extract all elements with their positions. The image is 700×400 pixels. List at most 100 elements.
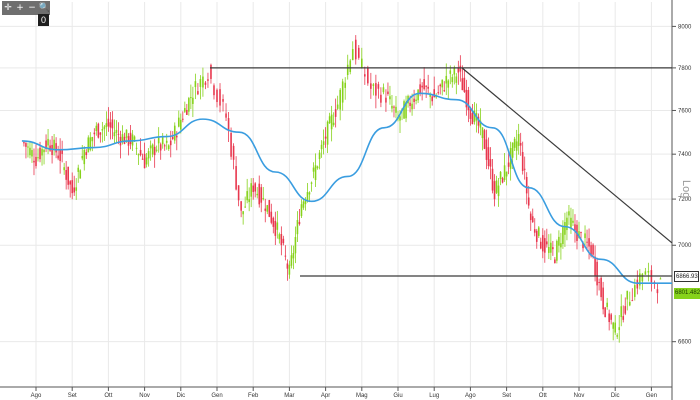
candle-body <box>29 147 31 156</box>
candle-body <box>574 224 576 231</box>
candle-body <box>533 229 536 233</box>
candle-body <box>262 197 265 200</box>
candle-body <box>525 176 528 194</box>
candle-body <box>53 139 55 149</box>
candle-body <box>232 145 235 160</box>
candle-body <box>513 138 516 148</box>
candle-body <box>254 183 257 192</box>
candle-body <box>41 148 43 156</box>
candle-body <box>33 160 35 163</box>
x-tick-label: Apr <box>321 393 330 399</box>
x-tick-label: Set <box>502 393 511 399</box>
candle-body <box>477 116 480 126</box>
candle-body <box>274 220 277 236</box>
candle-body <box>105 123 108 128</box>
candle-body <box>499 171 502 180</box>
candle-body <box>341 81 344 103</box>
candle-body <box>580 232 582 234</box>
x-tick-label: Ott <box>539 393 547 399</box>
candle-body <box>439 84 442 87</box>
candle-body <box>145 157 148 165</box>
zoom-in-icon[interactable]: + <box>16 3 24 13</box>
candle-body <box>614 322 616 333</box>
candle-body <box>186 109 188 115</box>
candle-body <box>87 137 90 153</box>
candle-body <box>316 166 319 169</box>
candle-body <box>107 118 110 127</box>
candle-body <box>304 200 307 205</box>
candle-body <box>219 89 221 106</box>
candle-body <box>429 93 431 97</box>
candle-body <box>324 136 327 139</box>
x-tick-label: Nov <box>574 393 585 399</box>
y-axis-label: Log <box>680 180 692 198</box>
candle-body <box>284 255 287 257</box>
search-icon[interactable]: 🔍 <box>38 3 50 13</box>
candle-body <box>133 136 136 140</box>
candle-body <box>517 134 520 146</box>
candle-body <box>47 138 49 146</box>
candle-body <box>503 165 506 180</box>
candle-body <box>314 165 317 181</box>
zoom-out-icon[interactable]: − <box>28 3 36 13</box>
candle-body <box>272 217 275 227</box>
candle-body <box>266 205 269 212</box>
candle-body <box>564 222 566 235</box>
candle-body <box>173 125 176 141</box>
candle-body <box>618 327 621 331</box>
candle-body <box>419 84 421 94</box>
candle-body <box>109 122 112 128</box>
candle-body <box>149 145 152 149</box>
candle-body <box>453 67 456 75</box>
candle-body <box>493 181 496 200</box>
candle-body <box>441 79 444 88</box>
candle-body <box>270 211 273 223</box>
candle-body <box>79 170 82 179</box>
candle-body <box>507 162 510 167</box>
candle-body <box>427 86 429 89</box>
candle-body <box>139 149 142 156</box>
candle-body <box>594 256 596 276</box>
candle-body <box>459 65 462 72</box>
candle-body <box>467 90 470 111</box>
candle-body <box>521 152 524 171</box>
candle-body <box>101 128 104 131</box>
candle-body <box>620 306 623 318</box>
candle-body <box>624 306 627 314</box>
candle-body <box>55 143 57 153</box>
candle-body <box>278 234 281 240</box>
candle-body <box>550 242 552 253</box>
candle-body <box>370 83 372 89</box>
y-tick-label: 7800 <box>678 66 692 72</box>
candle-body <box>113 132 116 137</box>
candle-body <box>137 154 140 156</box>
candle-body <box>147 151 150 159</box>
candle-body <box>252 185 254 192</box>
candle-body <box>451 77 454 83</box>
y-tick-label: 8000 <box>678 24 692 30</box>
candle-body <box>103 126 106 130</box>
chart-toolbar: ✛ + − 🔍 <box>2 1 50 15</box>
candle-body <box>495 180 498 193</box>
candle-body <box>568 211 570 216</box>
candle-body <box>65 170 67 180</box>
candle-body <box>89 137 92 150</box>
candle-body <box>560 243 562 248</box>
candle-body <box>409 102 411 107</box>
candle-body <box>443 90 446 92</box>
candle-body <box>385 97 387 103</box>
crosshair-icon[interactable]: ✛ <box>4 3 12 13</box>
candle-body <box>483 130 486 149</box>
candle-body <box>202 76 204 88</box>
candle-body <box>260 187 263 203</box>
candle-body <box>256 193 259 196</box>
candle-body <box>572 220 574 223</box>
candle-body <box>91 136 94 142</box>
y-tick-label: 7000 <box>678 243 692 249</box>
candle-body <box>447 80 450 88</box>
candle-body <box>258 183 261 205</box>
candle-body <box>328 116 331 124</box>
candle-body <box>479 120 482 128</box>
candle-body <box>135 147 138 149</box>
candle-body <box>250 183 252 197</box>
